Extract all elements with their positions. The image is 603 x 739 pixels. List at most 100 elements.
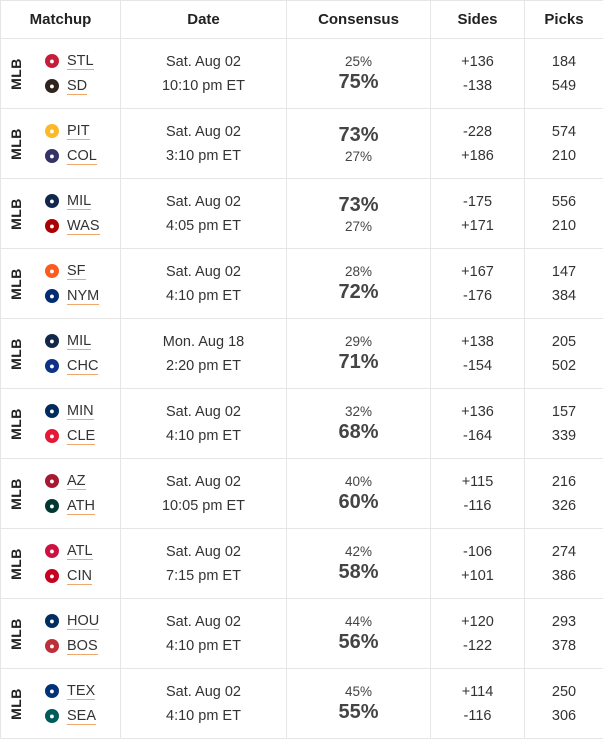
picks-away: 556 (525, 192, 603, 212)
team-abbr[interactable]: SF (67, 263, 86, 280)
picks-cell: 293 378 (525, 599, 603, 669)
team-abbr[interactable]: CLE (67, 428, 95, 445)
team-entry[interactable]: ● ATL (45, 542, 93, 561)
team-entry[interactable]: ● CLE (45, 427, 95, 446)
table-row[interactable]: MLB ● SF ● NYM Sat. Aug 02 4:10 pm ET (1, 249, 603, 319)
team-abbr[interactable]: MIN (67, 403, 94, 420)
team-entry[interactable]: ● PIT (45, 122, 97, 141)
team-entry[interactable]: ● ATH (45, 497, 95, 516)
team-entry[interactable]: ● AZ (45, 472, 95, 491)
team-entry[interactable]: ● CIN (45, 567, 93, 586)
team-entry[interactable]: ● COL (45, 147, 97, 166)
consensus-cell: 25% 75% (287, 39, 431, 109)
header-date[interactable]: Date (121, 1, 287, 39)
header-sides[interactable]: Sides (431, 1, 525, 39)
table-row[interactable]: MLB ● MIN ● CLE Sat. Aug 02 4:10 pm ET (1, 389, 603, 459)
table-row[interactable]: MLB ● STL ● SD Sat. Aug 02 10:10 pm ET (1, 39, 603, 109)
table-row[interactable]: MLB ● HOU ● BOS Sat. Aug 02 4:10 pm ET (1, 599, 603, 669)
nationals-logo-icon: ● (45, 219, 59, 233)
picks-cell: 205 502 (525, 319, 603, 389)
picks-home: 549 (525, 76, 603, 96)
header-picks[interactable]: Picks (525, 1, 603, 39)
league-label: MLB (8, 58, 24, 90)
picks-away: 157 (525, 402, 603, 422)
team-entry[interactable]: ● MIN (45, 402, 95, 421)
picks-cell: 216 326 (525, 459, 603, 529)
team-abbr[interactable]: AZ (67, 473, 86, 490)
league-label: MLB (8, 408, 24, 440)
team-abbr[interactable]: STL (67, 53, 94, 70)
picks-home: 210 (525, 216, 603, 236)
diamondbacks-logo-icon: ● (45, 474, 59, 488)
team-entry[interactable]: ● SF (45, 262, 99, 281)
cardinals-logo-icon: ● (45, 54, 59, 68)
team-abbr[interactable]: NYM (67, 288, 99, 305)
team-entry[interactable]: ● STL (45, 52, 94, 71)
team-entry[interactable]: ● CHC (45, 357, 98, 376)
game-date-cell: Sat. Aug 02 10:10 pm ET (121, 39, 287, 109)
consensus-home: 60% (287, 491, 430, 514)
team-abbr[interactable]: SEA (67, 708, 96, 725)
rockies-logo-icon: ● (45, 149, 59, 163)
side-home: -122 (431, 636, 524, 656)
consensus-cell: 73% 27% (287, 109, 431, 179)
game-date: Sat. Aug 02 (121, 682, 286, 702)
side-home: +101 (431, 566, 524, 586)
team-entry[interactable]: ● BOS (45, 637, 99, 656)
consensus-home: 72% (287, 281, 430, 304)
team-entry[interactable]: ● TEX (45, 682, 96, 701)
picks-home: 306 (525, 706, 603, 726)
side-away: -228 (431, 122, 524, 142)
team-entry[interactable]: ● NYM (45, 287, 99, 306)
team-entry[interactable]: ● MIL (45, 192, 100, 211)
table-row[interactable]: MLB ● ATL ● CIN Sat. Aug 02 7:15 pm ET (1, 529, 603, 599)
table-row[interactable]: MLB ● PIT ● COL Sat. Aug 02 3:10 pm ET (1, 109, 603, 179)
game-date: Sat. Aug 02 (121, 262, 286, 282)
team-abbr[interactable]: CIN (67, 568, 92, 585)
brewers-logo-icon: ● (45, 334, 59, 348)
side-away: +138 (431, 332, 524, 352)
consensus-away: 73% (287, 194, 430, 217)
team-abbr[interactable]: ATH (67, 498, 95, 515)
team-abbr[interactable]: COL (67, 148, 97, 165)
table-row[interactable]: MLB ● TEX ● SEA Sat. Aug 02 4:10 pm ET (1, 669, 603, 739)
side-away: -106 (431, 542, 524, 562)
team-entry[interactable]: ● MIL (45, 332, 98, 351)
consensus-away: 44% (287, 614, 430, 629)
picks-away: 250 (525, 682, 603, 702)
team-abbr[interactable]: ATL (67, 543, 93, 560)
team-abbr[interactable]: WAS (67, 218, 100, 235)
consensus-cell: 45% 55% (287, 669, 431, 739)
sides-cell: -175 +171 (431, 179, 525, 249)
team-abbr[interactable]: MIL (67, 333, 91, 350)
table-row[interactable]: MLB ● MIL ● WAS Sat. Aug 02 4:05 pm ET (1, 179, 603, 249)
team-entry[interactable]: ● WAS (45, 217, 100, 236)
header-consensus[interactable]: Consensus (287, 1, 431, 39)
sides-cell: -228 +186 (431, 109, 525, 179)
picks-cell: 157 339 (525, 389, 603, 459)
consensus-away: 29% (287, 334, 430, 349)
league-label: MLB (8, 338, 24, 370)
sides-cell: +136 -164 (431, 389, 525, 459)
team-abbr[interactable]: MIL (67, 193, 91, 210)
mariners-logo-icon: ● (45, 709, 59, 723)
picks-home: 386 (525, 566, 603, 586)
table-row[interactable]: MLB ● MIL ● CHC Mon. Aug 18 2:20 pm ET (1, 319, 603, 389)
game-time: 10:05 pm ET (121, 496, 286, 516)
team-entry[interactable]: ● HOU (45, 612, 99, 631)
team-entry[interactable]: ● SEA (45, 707, 96, 726)
game-time: 7:15 pm ET (121, 566, 286, 586)
team-entry[interactable]: ● SD (45, 77, 94, 96)
team-abbr[interactable]: PIT (67, 123, 90, 140)
team-abbr[interactable]: CHC (67, 358, 98, 375)
table-row[interactable]: MLB ● AZ ● ATH Sat. Aug 02 10:05 pm ET (1, 459, 603, 529)
picks-away: 574 (525, 122, 603, 142)
reds-logo-icon: ● (45, 569, 59, 583)
team-abbr[interactable]: BOS (67, 638, 98, 655)
team-abbr[interactable]: TEX (67, 683, 95, 700)
header-matchup[interactable]: Matchup (1, 1, 121, 39)
game-time: 4:10 pm ET (121, 286, 286, 306)
team-abbr[interactable]: SD (67, 78, 87, 95)
team-abbr[interactable]: HOU (67, 613, 99, 630)
